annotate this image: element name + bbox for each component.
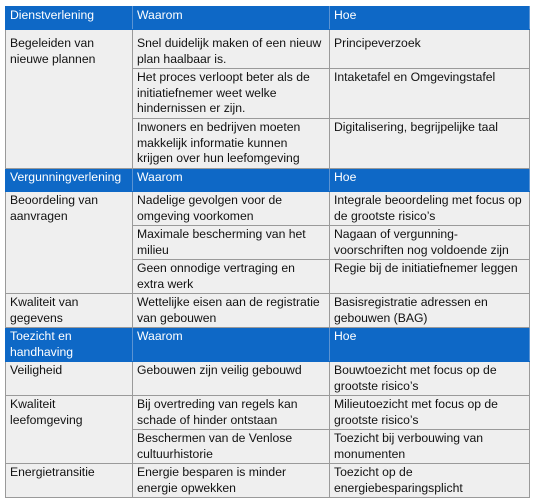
row-label: Kwaliteit leefomgeving	[5, 395, 133, 464]
table-row: Maximale bescherming van het milieu Naga…	[6, 225, 530, 260]
waarom-cell: Energie besparen is minder energie opwek…	[132, 463, 330, 498]
hoe-cell: Milieutoezicht met focus op de grootste …	[329, 395, 530, 430]
column-header-hoe: Hoe	[329, 6, 530, 30]
table-row: Inwoners en bedrijven moeten makkelijk i…	[6, 118, 530, 169]
waarom-cell: Maximale bescherming van het milieu	[132, 225, 330, 260]
row-label: Veiligheid	[5, 361, 133, 396]
column-header-waarom: Waarom	[132, 6, 330, 30]
hoe-cell: Toezicht op de energiebesparingsplicht	[329, 463, 530, 498]
policy-table: Dienstverlening Waarom Hoe Begeleiden va…	[5, 6, 530, 498]
table-row: Beoordeling van aanvragen Nadelige gevol…	[5, 191, 530, 294]
hoe-cell: Integrale beoordeling met focus op de gr…	[329, 191, 530, 226]
table-row: Het proces verloopt beter als de initiat…	[6, 68, 530, 119]
hoe-cell: Basisregistratie adressen en gebouwen (B…	[329, 293, 530, 328]
waarom-cell: Nadelige gevolgen voor de omgeving voork…	[132, 191, 330, 226]
waarom-cell: Beschermen van de Venlose cultuurhistori…	[132, 429, 330, 464]
column-header-waarom: Waarom	[132, 327, 330, 362]
hoe-cell: Digitalisering, begrijpelijke taal	[329, 118, 530, 169]
section-header-toezicht-en-handhaving: Toezicht en handhaving Waarom Hoe	[5, 327, 530, 362]
row-label: Begeleiden van nieuwe plannen	[5, 29, 133, 169]
hoe-cell: Intaketafel en Omgevingstafel	[329, 68, 530, 119]
waarom-cell: Wettelijke eisen aan de registratie van …	[132, 293, 330, 328]
table-row: Begeleiden van nieuwe plannen Snel duide…	[5, 29, 530, 169]
row-label: Beoordeling van aanvragen	[5, 191, 133, 294]
table-row: Energietransitie Energie besparen is min…	[5, 463, 530, 498]
waarom-cell: Bij overtreding van regels kan schade of…	[132, 395, 330, 430]
hoe-cell: Principeverzoek	[329, 29, 530, 69]
hoe-cell: Bouwtoezicht met focus op de grootste ri…	[329, 361, 530, 396]
hoe-cell: Nagaan of vergunning-voorschriften nog v…	[329, 225, 530, 260]
column-header-hoe: Hoe	[329, 168, 530, 192]
row-label: Energietransitie	[5, 463, 133, 498]
waarom-cell: Gebouwen zijn veilig gebouwd	[132, 361, 330, 396]
waarom-cell: Inwoners en bedrijven moeten makkelijk i…	[132, 118, 330, 169]
waarom-cell: Het proces verloopt beter als de initiat…	[132, 68, 330, 119]
table-row: Veiligheid Gebouwen zijn veilig gebouwd …	[5, 361, 530, 396]
section-header-dienstverlening: Dienstverlening Waarom Hoe	[5, 6, 530, 30]
column-header-waarom: Waarom	[132, 168, 330, 192]
column-header-hoe: Hoe	[329, 327, 530, 362]
hoe-cell: Toezicht bij verbouwing van monumenten	[329, 429, 530, 464]
table-row: Kwaliteit van gegevens Wettelijke eisen …	[5, 293, 530, 328]
section-title: Dienstverlening	[5, 6, 133, 30]
table-row: Kwaliteit leefomgeving Bij overtreding v…	[5, 395, 530, 464]
hoe-cell: Regie bij de initiatiefnemer leggen	[329, 259, 530, 294]
section-title: Toezicht en handhaving	[5, 327, 133, 362]
table-row: Geen onnodige vertraging en extra werk R…	[6, 259, 530, 294]
section-header-vergunningverlening: Vergunningverlening Waarom Hoe	[5, 168, 530, 192]
waarom-cell: Geen onnodige vertraging en extra werk	[132, 259, 330, 294]
waarom-cell: Snel duidelijk maken of een nieuw plan h…	[132, 29, 330, 69]
row-label: Kwaliteit van gegevens	[5, 293, 133, 328]
section-title: Vergunningverlening	[5, 168, 133, 192]
